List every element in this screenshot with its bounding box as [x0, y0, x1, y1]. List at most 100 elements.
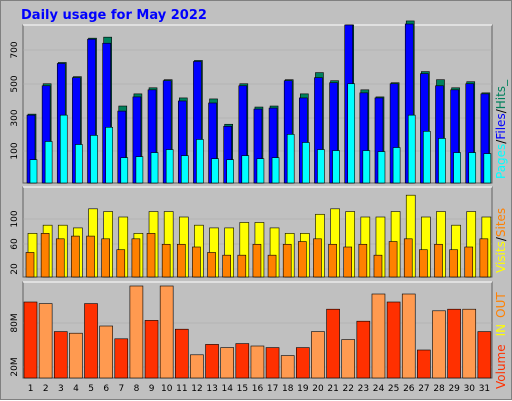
bar-volume [235, 343, 250, 379]
bar-volume [69, 332, 83, 379]
bar-sites [146, 233, 156, 278]
bar-pages [468, 152, 477, 184]
x-tick-label: 13 [206, 384, 217, 394]
bar-volume [250, 345, 265, 379]
x-tick-label: 26 [403, 384, 415, 394]
bar-pages [362, 150, 371, 184]
bar-sites [464, 246, 474, 278]
bar-volume [174, 328, 189, 379]
x-axis-day-labels: 1 2 3 4 5 6 7 8 9 10 11 12 13 14 15 16 17 18 19 20 21 22 23 24 2… [28, 384, 490, 394]
y-tick-label: 700 [10, 41, 20, 58]
bar-volume [23, 301, 38, 379]
x-tick-label: 25 [388, 384, 399, 394]
bar-volume [220, 347, 234, 379]
bar-volume [401, 293, 416, 379]
bar-volume [114, 338, 129, 379]
bar-volume [386, 301, 401, 379]
bar-volume [99, 325, 113, 379]
bar-sites [71, 235, 80, 278]
bar-volume [447, 308, 461, 379]
bar-pages [256, 158, 265, 184]
bar-sites [131, 238, 141, 278]
bar-sites [176, 243, 186, 278]
bar-volume [205, 344, 219, 379]
x-tick-label: 9 [149, 384, 155, 394]
y-tick-label: 60 [10, 238, 20, 250]
x-tick-label: 5 [88, 384, 94, 394]
x-tick-label: 14 [222, 384, 234, 394]
bar-volume [371, 293, 386, 379]
bar-sites [403, 238, 413, 278]
bar-volume [265, 347, 280, 379]
bar-sites [192, 246, 201, 278]
bar-sites [116, 249, 126, 278]
x-tick-label: 20 [312, 384, 324, 394]
bar-pages [196, 139, 204, 184]
x-tick-label: 16 [252, 384, 264, 394]
bar-sites [343, 246, 353, 278]
y-tick-label: 20 [10, 263, 20, 275]
bar-volume [129, 285, 144, 379]
chart-title: Daily usage for May 2022 [21, 8, 207, 23]
legend-hits-suffix: _ [494, 79, 508, 87]
bar-volume [280, 355, 295, 379]
bar-pages [44, 141, 53, 184]
bar-sites [222, 254, 231, 278]
x-tick-label: 10 [161, 384, 173, 394]
bar-pages [438, 138, 446, 184]
panel-visits-sites: 20 60 100 [10, 186, 493, 278]
svg-text:VolumeINOUT: Volume IN OUT [494, 292, 508, 389]
bar-sites [25, 252, 35, 278]
x-tick-label: 31 [479, 384, 490, 394]
bar-pages [302, 142, 310, 184]
bar-volume [462, 308, 477, 379]
x-tick-label: 28 [433, 384, 445, 394]
x-tick-label: 12 [191, 384, 202, 394]
x-tick-label: 24 [373, 384, 385, 394]
bar-sites [388, 241, 398, 278]
bar-sites [55, 238, 65, 278]
panel-volume: 20M 80M [10, 281, 493, 379]
legend-sites: Sites [494, 208, 508, 237]
legend-out: OUT [494, 292, 508, 318]
bar-pages [226, 159, 234, 184]
legend-hits: Hits [494, 86, 508, 109]
bar-pages [347, 83, 356, 184]
bar-sites [449, 249, 458, 278]
legend-sep-1: / [494, 139, 508, 144]
bar-pages [135, 156, 144, 184]
bar-pages [105, 126, 113, 184]
bar-pages [407, 114, 416, 184]
x-tick-label: 2 [43, 384, 49, 394]
bar-pages [165, 149, 174, 184]
bar-volume [417, 349, 431, 379]
x-tick-label: 6 [103, 384, 109, 394]
y-tick-label: 300 [10, 109, 20, 126]
y-tick-label: 100 [10, 142, 20, 159]
bar-volume [159, 285, 174, 379]
bar-sites [101, 238, 110, 278]
bar-pages [332, 150, 340, 184]
x-tick-label: 21 [327, 384, 338, 394]
legend-sep-2: / [494, 108, 508, 113]
x-tick-label: 22 [343, 384, 354, 394]
x-tick-label: 17 [267, 384, 278, 394]
legend-volume: Volume [494, 344, 508, 389]
bar-sites [40, 233, 50, 278]
bar-pages [271, 157, 280, 184]
bar-pages [75, 144, 83, 184]
panel-hits-files-pages: 100 300 500 700 [10, 20, 493, 184]
x-tick-label: 1 [28, 384, 34, 394]
y-tick-label: 500 [10, 75, 20, 92]
bar-pages [150, 152, 159, 184]
bar-sites [237, 254, 247, 278]
bar-pages [241, 155, 250, 184]
svg-text:Visits/Sites: Visits/Sites [494, 208, 508, 273]
bar-pages [392, 147, 401, 184]
y-tick-label: 20M [10, 357, 20, 376]
legend-in: IN [494, 324, 508, 337]
bar-sites [252, 243, 262, 278]
legend-volume-in-out: Volume IN OUT [494, 292, 508, 389]
